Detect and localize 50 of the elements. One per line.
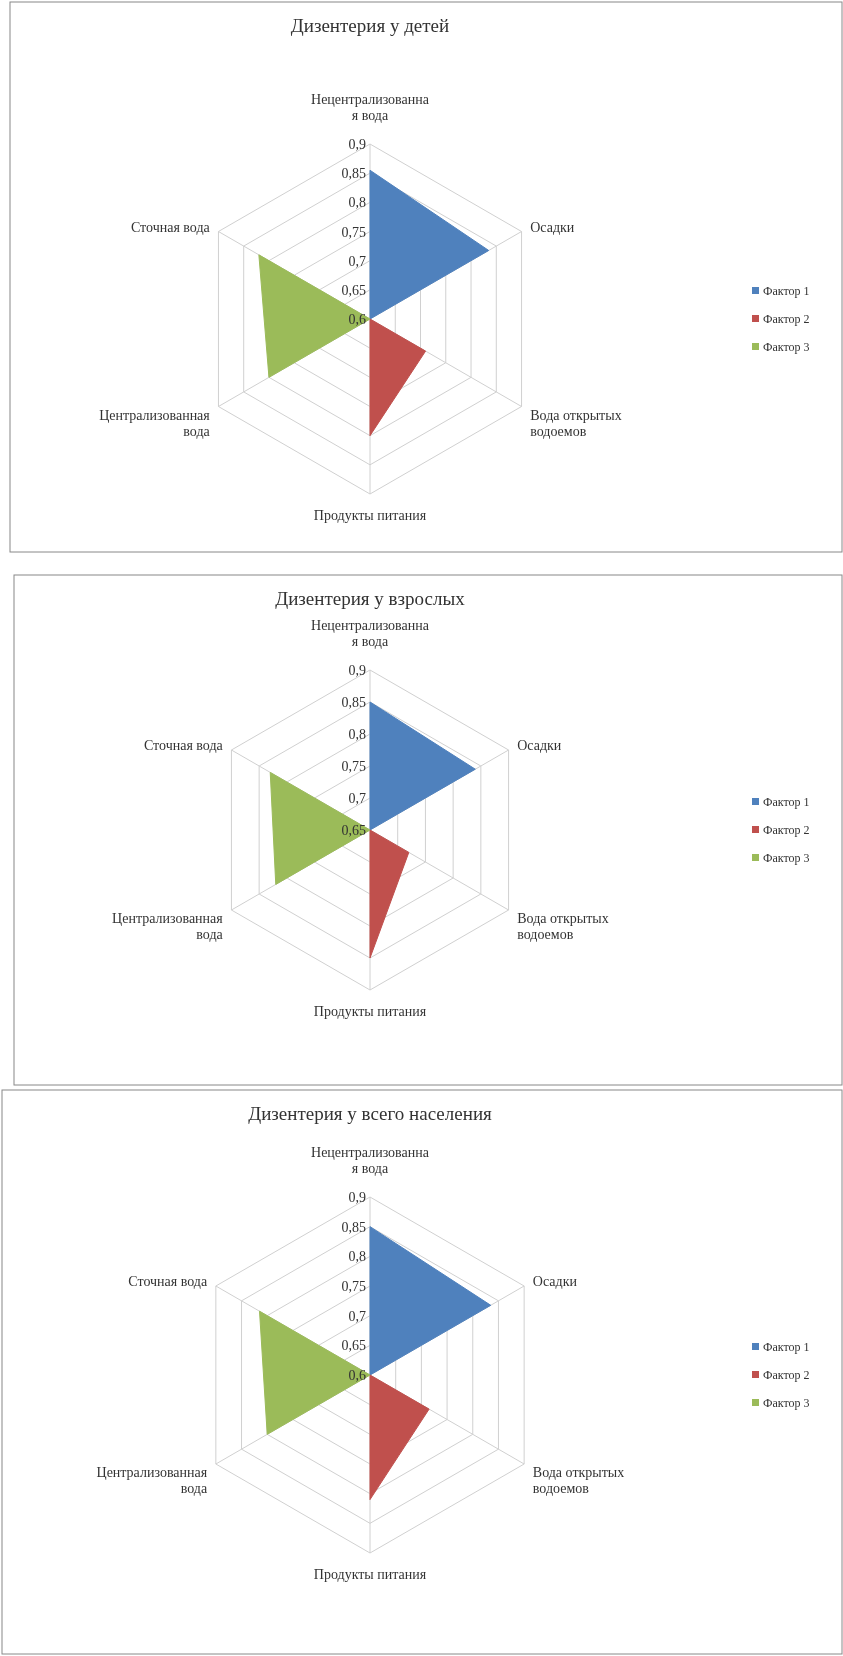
spoke-label: Продукты питания [313,1567,427,1582]
y-tick-label: 0,65 [341,282,366,298]
y-tick-label: 0,6 [348,1368,366,1383]
spoke-label: Осадки [530,219,575,235]
spoke-label: Нецентрализованная вода [311,618,430,649]
y-tick-label: 0,6 [348,312,366,327]
legend-label: Фактор 2 [763,312,810,326]
y-tick-label: 0,9 [348,663,366,678]
y-tick-label: 0,7 [348,253,366,269]
spoke-label: Сточная вода [128,1274,208,1289]
spoke-label: Сточная вода [130,219,211,235]
legend-label: Фактор 3 [763,1396,810,1410]
spoke-label: Осадки [517,738,562,753]
spoke-label: Продукты питания [313,1004,427,1019]
legend-label: Фактор 1 [763,1340,810,1354]
y-tick-label: 0,75 [341,224,366,240]
legend-label: Фактор 1 [763,795,810,809]
spoke-label: Централизованная вода [99,407,211,439]
spoke-label: Сточная вода [143,738,224,753]
y-tick-label: 0,8 [348,727,366,742]
spoke-label: Вода открытых водоемов [532,1465,625,1496]
y-tick-label: 0,75 [341,759,366,774]
spoke-label: Нецентрализованная вода [311,1145,430,1176]
y-tick-label: 0,85 [341,166,366,182]
chart-title: Дизентерия у детей [290,15,450,36]
y-tick-label: 0,8 [348,195,366,211]
spoke-label: Централизованная вода [112,911,224,942]
chart-title: Дизентерия у взрослых [275,588,466,609]
legend-label: Фактор 3 [763,851,810,865]
spoke-label: Осадки [532,1274,578,1289]
y-tick-label: 0,65 [341,823,366,838]
legend-label: Фактор 2 [763,823,810,837]
legend-label: Фактор 1 [763,284,810,298]
legend-label: Фактор 2 [763,1368,810,1382]
chart-title: Дизентерия у всего населения [248,1103,493,1124]
y-tick-label: 0,75 [341,1279,366,1294]
y-tick-label: 0,9 [348,1190,366,1205]
y-tick-label: 0,9 [348,137,366,152]
y-tick-label: 0,7 [348,791,366,806]
spoke-label: Централизованная вода [96,1465,208,1496]
y-tick-label: 0,8 [348,1249,366,1265]
spoke-label: Вода открытых водоемов [517,911,609,942]
spoke-label: Нецентрализованная вода [311,92,430,123]
y-tick-label: 0,65 [341,1338,366,1354]
spoke-label: Вода открытых водоемов [530,407,622,439]
legend-label: Фактор 3 [763,340,810,354]
y-tick-label: 0,85 [341,1219,366,1235]
spoke-label: Продукты питания [313,508,427,523]
y-tick-label: 0,85 [341,695,366,710]
y-tick-label: 0,7 [348,1308,366,1324]
